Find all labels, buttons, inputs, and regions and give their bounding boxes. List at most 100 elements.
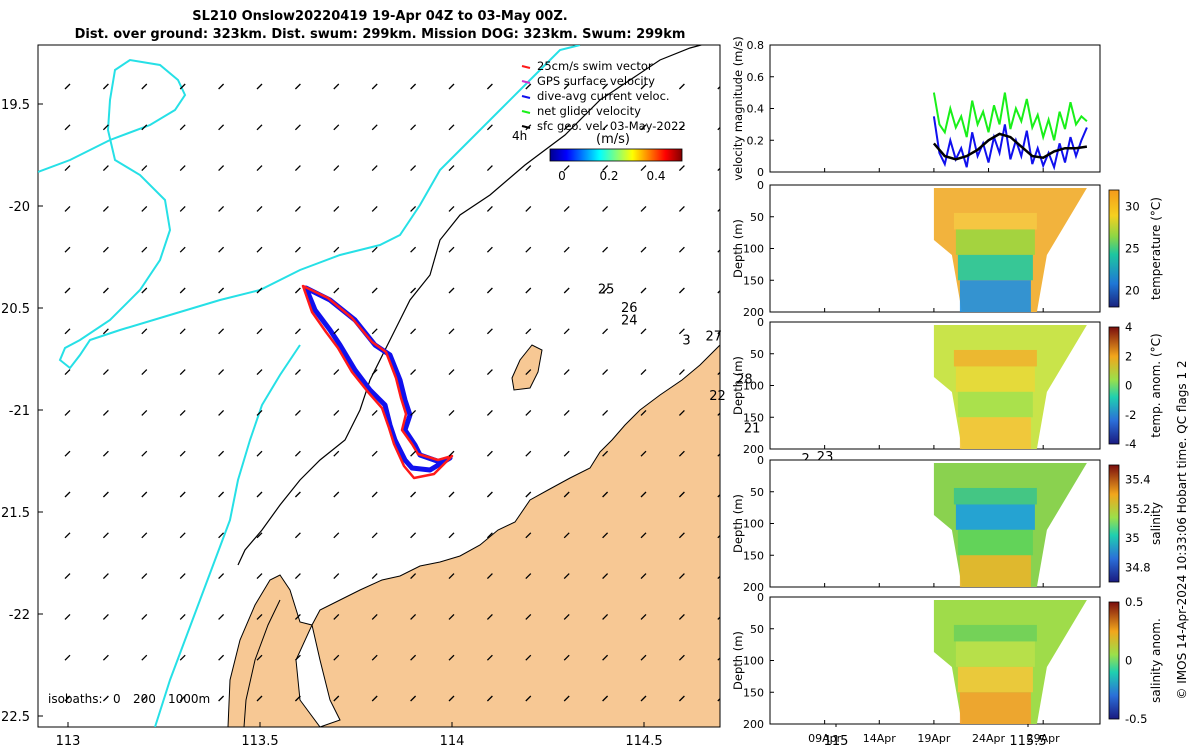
velocity-vector xyxy=(141,654,148,661)
velocity-vector xyxy=(448,124,455,131)
velocity-vector xyxy=(410,409,417,416)
velocity-vector xyxy=(333,409,340,416)
velocity-vector xyxy=(410,246,417,253)
y-tick-label: 200 xyxy=(743,443,764,456)
velocity-vector xyxy=(218,328,225,335)
velocity-vector xyxy=(256,409,263,416)
velocity-vector xyxy=(64,83,71,90)
heatmap-band xyxy=(957,529,1033,556)
velocity-vector xyxy=(448,246,455,253)
y-tick-label: 50 xyxy=(750,348,764,361)
velocity-vector xyxy=(103,737,108,742)
velocity-vector xyxy=(179,165,186,172)
velocity-vector xyxy=(602,532,609,539)
velocity-vector xyxy=(294,450,301,457)
land-mass xyxy=(227,344,720,727)
track-day-label: 3 xyxy=(682,334,690,349)
velocity-vector xyxy=(679,737,684,742)
velocity-vector xyxy=(294,695,301,702)
velocity-vector xyxy=(64,654,71,661)
velocity-vector xyxy=(640,165,647,172)
velocity-vector xyxy=(256,573,263,580)
velocity-vector xyxy=(563,654,570,661)
velocity-vector xyxy=(563,450,570,457)
velocity-vector xyxy=(102,450,109,457)
y-tick-label: 200 xyxy=(743,718,764,731)
isobath-legend-label: 1000m xyxy=(168,692,210,706)
y-tick-label: 50 xyxy=(750,486,764,499)
heatmap-band xyxy=(959,417,1031,449)
land-inner-peninsula xyxy=(295,623,341,727)
velocity-vector xyxy=(102,124,109,131)
lat-tick-label: 19.5 xyxy=(1,98,30,113)
colorbar-tick-label: 0.2 xyxy=(599,169,618,183)
velocity-vector xyxy=(179,654,186,661)
velocity-vector xyxy=(179,246,186,253)
panel-2: 0 50 100 150 200 Depth (m) 20 25 30 temperature (… xyxy=(731,179,1163,319)
y-tick-label: 100 xyxy=(743,380,764,393)
velocity-vector xyxy=(141,83,148,90)
velocity-vector xyxy=(218,83,225,90)
x-tick-label: 19Apr xyxy=(917,732,951,745)
colorbar-tick-label: -0.5 xyxy=(1125,712,1147,726)
velocity-vector xyxy=(525,654,532,661)
heatmap-section xyxy=(933,188,1087,312)
heatmap-band xyxy=(953,487,1037,505)
velocity-vector xyxy=(294,573,301,580)
velocity-vector xyxy=(717,167,720,172)
velocity-vector xyxy=(142,737,147,742)
velocity-vector xyxy=(448,613,455,620)
velocity-vector xyxy=(294,205,301,212)
heatmap-band xyxy=(955,504,1035,530)
velocity-vector xyxy=(717,534,720,539)
x-tick-label: 24Apr xyxy=(972,732,1006,745)
velocity-vector xyxy=(218,287,225,294)
velocity-vector xyxy=(640,654,647,661)
velocity-vector xyxy=(525,369,532,376)
velocity-vector xyxy=(218,491,225,498)
velocity-vector xyxy=(486,287,493,294)
velocity-vector xyxy=(333,205,340,212)
velocity-vector xyxy=(371,409,378,416)
velocity-vector xyxy=(640,491,647,498)
velocity-vector xyxy=(563,491,570,498)
velocity-vector xyxy=(333,573,340,580)
velocity-vector xyxy=(256,124,263,131)
velocity-vector xyxy=(410,695,417,702)
velocity-vector xyxy=(294,409,301,416)
velocity-vector xyxy=(717,493,720,498)
y-tick-label: 0.6 xyxy=(747,71,765,84)
y-tick-label: 150 xyxy=(743,549,764,562)
title-line1: SL210 Onslow20220419 19-Apr 04Z to 03-Ma… xyxy=(192,9,567,24)
velocity-vector xyxy=(563,573,570,580)
velocity-vector xyxy=(717,249,720,253)
velocity-vector xyxy=(371,165,378,172)
velocity-vector xyxy=(525,246,532,253)
y-tick-label: 50 xyxy=(750,211,764,224)
velocity-vector xyxy=(563,409,570,416)
velocity-vector xyxy=(256,205,263,212)
velocity-vector xyxy=(256,246,263,253)
velocity-vector xyxy=(102,613,109,620)
velocity-vector xyxy=(448,532,455,539)
colorbar-tick-label: -2 xyxy=(1125,408,1136,422)
velocity-vector xyxy=(333,450,340,457)
velocity-vector xyxy=(64,450,71,457)
x-tick-label: 09Apr xyxy=(808,732,842,745)
velocity-vector xyxy=(218,409,225,416)
velocity-vector xyxy=(411,737,416,742)
velocity-vector xyxy=(640,369,647,376)
isobath-legend-label: 200 xyxy=(133,692,156,706)
legend-label: GPS surface velocity xyxy=(537,74,655,88)
velocity-vector xyxy=(294,532,301,539)
y-tick-label: 0.8 xyxy=(747,39,765,52)
velocity-vector xyxy=(371,613,378,620)
velocity-vector xyxy=(563,532,570,539)
velocity-vector xyxy=(717,371,720,376)
colorbar-tick-label: 35 xyxy=(1125,531,1140,545)
velocity-vector xyxy=(371,246,378,253)
legend-label: 25cm/s swim vector xyxy=(537,59,653,73)
y-tick-label: 100 xyxy=(743,655,764,668)
colorbar xyxy=(1108,464,1120,583)
